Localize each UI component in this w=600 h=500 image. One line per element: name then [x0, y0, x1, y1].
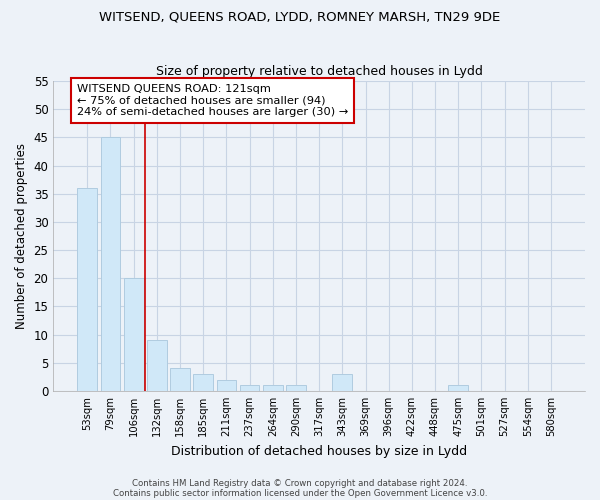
- Bar: [332, 374, 352, 391]
- Bar: [147, 340, 167, 391]
- Bar: [263, 386, 283, 391]
- Text: Contains public sector information licensed under the Open Government Licence v3: Contains public sector information licen…: [113, 488, 487, 498]
- X-axis label: Distribution of detached houses by size in Lydd: Distribution of detached houses by size …: [171, 444, 467, 458]
- Text: WITSEND, QUEENS ROAD, LYDD, ROMNEY MARSH, TN29 9DE: WITSEND, QUEENS ROAD, LYDD, ROMNEY MARSH…: [100, 10, 500, 23]
- Text: WITSEND QUEENS ROAD: 121sqm
← 75% of detached houses are smaller (94)
24% of sem: WITSEND QUEENS ROAD: 121sqm ← 75% of det…: [77, 84, 348, 117]
- Bar: [448, 386, 468, 391]
- Bar: [101, 138, 121, 391]
- Bar: [170, 368, 190, 391]
- Bar: [77, 188, 97, 391]
- Y-axis label: Number of detached properties: Number of detached properties: [15, 143, 28, 329]
- Bar: [193, 374, 213, 391]
- Bar: [240, 386, 259, 391]
- Bar: [217, 380, 236, 391]
- Bar: [124, 278, 143, 391]
- Bar: [286, 386, 306, 391]
- Title: Size of property relative to detached houses in Lydd: Size of property relative to detached ho…: [156, 66, 482, 78]
- Text: Contains HM Land Registry data © Crown copyright and database right 2024.: Contains HM Land Registry data © Crown c…: [132, 478, 468, 488]
